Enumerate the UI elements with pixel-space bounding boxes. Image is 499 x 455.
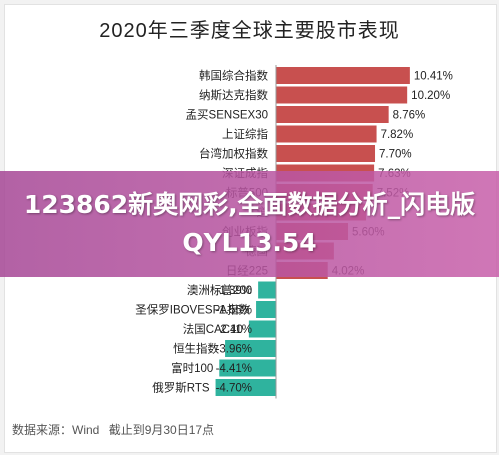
value-label: 10.20% (411, 90, 450, 102)
bar (276, 106, 389, 123)
bar (225, 340, 276, 357)
bar (276, 67, 410, 84)
bar (248, 320, 276, 338)
bar (219, 359, 276, 377)
category-label: 台湾加权指数 (199, 147, 268, 161)
value-label: -1.39% (216, 285, 252, 297)
category-label: 圣保罗IBOVESPA指数 (135, 303, 250, 317)
bar (276, 145, 376, 162)
value-label: 8.76% (393, 110, 426, 122)
bar (256, 301, 276, 318)
bar (276, 125, 377, 143)
value-label: 7.82% (381, 129, 414, 141)
category-label: 法国CAC40 (183, 322, 243, 336)
source-cutoff: 截止到9月30日17点 (108, 423, 215, 437)
category-label: 上证综指 (222, 127, 268, 141)
bar (215, 379, 276, 396)
value-label: 7.70% (379, 149, 412, 161)
category-label: 纳斯达克指数 (199, 88, 268, 102)
value-label: -2.11% (216, 324, 252, 336)
category-label: 澳洲标普200 (187, 283, 252, 297)
category-label: 俄罗斯RTS (152, 382, 210, 395)
watermark-banner: 123862新奥网彩,全面数据分析_闪电版QYL13.54 (0, 171, 499, 277)
bar (258, 281, 276, 299)
category-label: 恒生指数 (173, 342, 219, 356)
source-label: 数据来源：Wind (12, 423, 100, 437)
watermark-text: 123862新奥网彩,全面数据分析_闪电版QYL13.54 (23, 190, 476, 257)
value-label: -3.96% (216, 344, 252, 356)
category-label: 富时100 (171, 361, 213, 375)
category-label: 孟买SENSEX30 (186, 109, 268, 122)
chart-title: 2020年三季度全球主要股市表现 (99, 20, 400, 42)
category-label: 韩国综合指数 (199, 69, 268, 83)
value-label: -4.70% (216, 383, 252, 395)
value-label: -4.41% (216, 363, 252, 375)
value-label: -1.55% (216, 305, 252, 317)
source-note: 数据来源：Wind 截止到9月30日17点 (12, 421, 220, 438)
bar (276, 86, 408, 104)
value-label: 10.41% (414, 71, 453, 83)
